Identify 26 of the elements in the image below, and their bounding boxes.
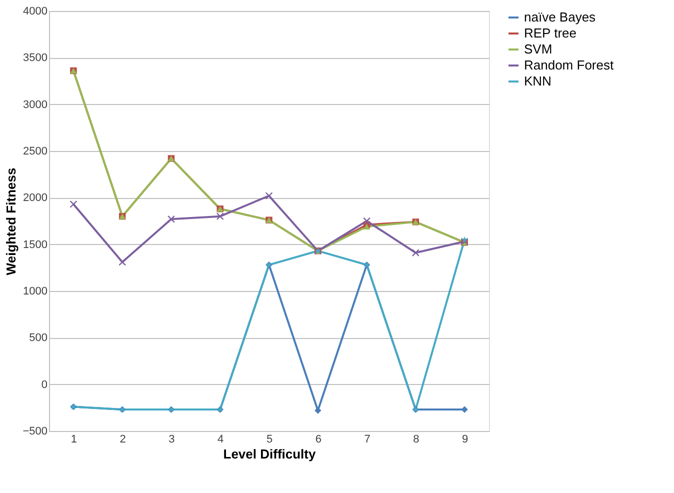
y-tick-label: −500: [22, 426, 48, 438]
y-tick-label: 3500: [23, 52, 48, 64]
legend-label: Random Forest: [524, 58, 614, 72]
y-tick-label: 500: [29, 332, 48, 344]
y-tick-label: 1000: [23, 286, 48, 298]
x-tick-label: 3: [168, 434, 175, 446]
y-tick-label: 1500: [23, 238, 48, 251]
legend-label: KNN: [524, 74, 552, 88]
x-tick-label: 5: [266, 434, 273, 446]
x-tick-label: 7: [364, 434, 370, 446]
x-axis-title: Level Difficulty: [223, 446, 316, 462]
x-tick-label: 2: [120, 434, 126, 446]
legend-label: naïve Bayes: [524, 10, 596, 24]
y-tick-label: 0: [41, 378, 48, 391]
legend-label: SVM: [524, 42, 552, 56]
x-tick-label: 8: [413, 434, 420, 446]
x-tick-label: 4: [218, 434, 224, 446]
y-tick-label: 2500: [23, 146, 48, 158]
x-tick-label: 1: [70, 434, 78, 446]
x-tick-label: 6: [315, 434, 322, 446]
y-axis-title: Weighted Fitness: [4, 168, 19, 276]
x-tick-label: 9: [462, 434, 468, 446]
y-tick-label: 3000: [23, 98, 48, 111]
y-tick-label: 2000: [23, 192, 48, 204]
y-tick-label: 4000: [23, 6, 48, 18]
legend-label: REP tree: [524, 26, 577, 40]
